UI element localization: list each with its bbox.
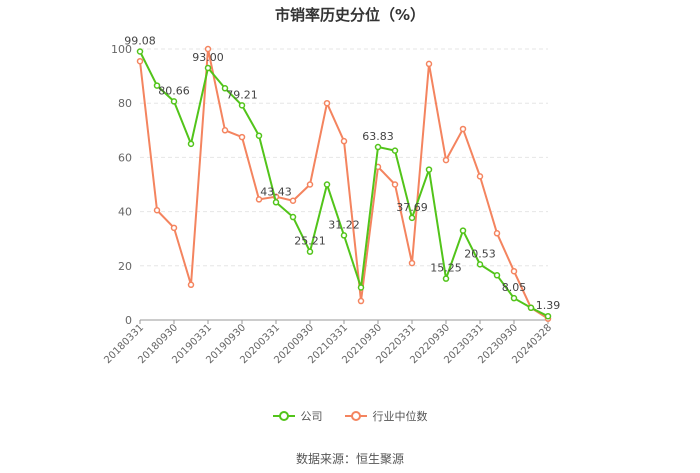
data-point-industry[interactable]: [306, 181, 314, 188]
legend-item-company[interactable]: 公司: [272, 408, 323, 424]
legend-swatch-industry-icon: [344, 411, 367, 421]
data-point-company[interactable]: [153, 82, 161, 89]
data-point-company[interactable]: [374, 143, 382, 151]
data-point-company[interactable]: [340, 232, 348, 239]
y-tick-label: 80: [118, 97, 132, 110]
data-point-industry[interactable]: [357, 297, 365, 305]
chart-legend: 公司 行业中位数: [0, 408, 700, 424]
data-point-company[interactable]: [459, 227, 467, 234]
series-line-company: [139, 51, 549, 318]
data-label-company: 79.21: [226, 88, 258, 101]
chart-title: 市销率历史分位（%）: [274, 6, 426, 24]
data-point-company[interactable]: [289, 213, 297, 221]
data-point-company[interactable]: [391, 147, 399, 154]
data-point-industry[interactable]: [459, 125, 467, 133]
legend-label-industry: 行业中位数: [372, 410, 428, 423]
data-point-industry[interactable]: [221, 127, 229, 134]
data-point-company[interactable]: [306, 248, 314, 255]
y-tick-label: 20: [118, 260, 132, 273]
data-point-industry[interactable]: [442, 156, 450, 164]
legend-label-company: 公司: [300, 410, 323, 423]
y-tick-label: 40: [118, 206, 132, 219]
data-point-industry[interactable]: [170, 224, 178, 232]
data-label-company: 37.69: [396, 201, 428, 214]
data-point-company[interactable]: [170, 98, 178, 105]
data-point-industry[interactable]: [323, 99, 331, 107]
data-point-industry[interactable]: [255, 196, 263, 203]
legend-item-industry[interactable]: 行业中位数: [344, 408, 428, 424]
data-point-company[interactable]: [408, 214, 416, 222]
data-point-industry[interactable]: [238, 133, 246, 141]
data-point-company[interactable]: [221, 85, 229, 92]
data-point-company[interactable]: [527, 304, 535, 312]
data-point-industry[interactable]: [493, 230, 501, 237]
legend-swatch-company-icon: [272, 411, 295, 421]
data-point-industry[interactable]: [136, 57, 144, 65]
data-point-industry[interactable]: [340, 137, 348, 145]
y-tick-label: 60: [118, 151, 132, 164]
data-point-company[interactable]: [323, 181, 331, 188]
data-point-company[interactable]: [510, 294, 518, 302]
data-point-industry[interactable]: [425, 60, 433, 68]
y-tick-label: 100: [111, 43, 132, 56]
data-point-industry[interactable]: [153, 206, 161, 214]
y-tick-label: 0: [125, 314, 132, 327]
data-source: 数据来源：恒生聚源: [295, 452, 404, 466]
data-point-company[interactable]: [544, 312, 552, 320]
data-label-company: 80.66: [158, 84, 190, 97]
data-label-company: 1.39: [536, 299, 561, 312]
data-point-company[interactable]: [476, 261, 484, 268]
data-label-company: 63.83: [362, 130, 394, 143]
series-line-industry: [139, 48, 549, 320]
data-point-industry[interactable]: [476, 173, 484, 180]
data-point-company[interactable]: [255, 132, 263, 139]
data-point-industry[interactable]: [204, 45, 212, 53]
data-point-company[interactable]: [204, 64, 212, 72]
data-point-company[interactable]: [136, 48, 144, 55]
data-point-industry[interactable]: [510, 267, 518, 275]
data-point-company[interactable]: [272, 199, 280, 206]
data-point-company[interactable]: [238, 102, 246, 109]
data-point-company[interactable]: [425, 166, 433, 173]
data-point-company[interactable]: [442, 275, 450, 282]
data-point-company[interactable]: [493, 272, 501, 279]
data-label-company: 43.43: [260, 185, 292, 198]
data-label-company: 8.05: [502, 281, 527, 294]
data-point-company[interactable]: [187, 140, 195, 148]
data-label-company: 31.22: [328, 218, 360, 231]
data-label-company: 20.53: [464, 247, 496, 260]
data-label-company: 93.00: [192, 51, 224, 64]
data-point-industry[interactable]: [187, 281, 195, 289]
data-point-industry[interactable]: [391, 181, 399, 188]
data-label-company: 15.25: [430, 262, 462, 275]
data-point-company[interactable]: [357, 284, 365, 291]
data-point-industry[interactable]: [408, 259, 416, 267]
data-point-industry[interactable]: [289, 197, 297, 205]
data-label-company: 25.21: [294, 235, 326, 248]
data-label-company: 99.08: [124, 34, 156, 47]
